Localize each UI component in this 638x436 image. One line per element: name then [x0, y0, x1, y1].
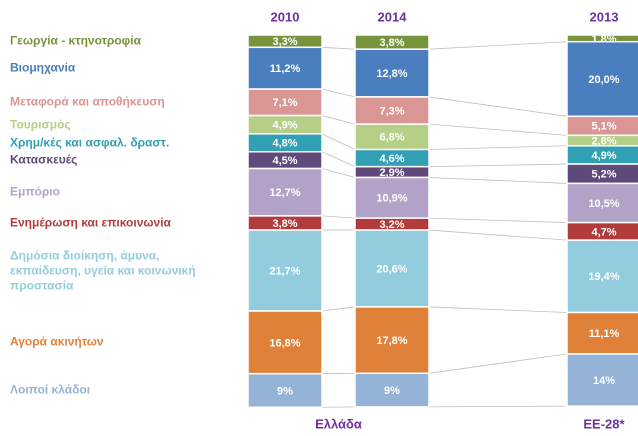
connector: [321, 133, 356, 150]
value-label: 17,8%: [376, 335, 407, 347]
value-label: 10,5%: [588, 198, 619, 210]
value-label: 12,8%: [376, 68, 407, 80]
legend-label: Ενημέρωση και επικοινωνία: [10, 215, 171, 230]
bar-segment: [354, 48, 430, 98]
connector: [428, 229, 568, 241]
connector: [428, 41, 568, 50]
value-label: 2,8%: [591, 135, 616, 147]
value-label: 12,7%: [269, 187, 300, 199]
legend-label: Τουρισμός: [10, 117, 71, 132]
value-label: 3,2%: [379, 219, 404, 231]
value-label: 21,7%: [269, 265, 300, 277]
value-label: 5,2%: [591, 169, 616, 181]
value-label: 9%: [277, 385, 293, 397]
value-label: 20,6%: [376, 263, 407, 275]
connector: [321, 151, 356, 168]
bar-segment: [566, 182, 638, 224]
value-label: 10,9%: [376, 193, 407, 205]
connector: [428, 353, 568, 374]
value-label: 11,1%: [589, 328, 620, 340]
group-label: Ελλάδα: [315, 416, 362, 431]
connector: [321, 215, 356, 219]
year-label: 2010: [271, 9, 300, 24]
value-label: 4,7%: [591, 226, 616, 238]
bar-segment: [566, 353, 638, 407]
value-label: 2,9%: [379, 167, 404, 179]
legend-label: Βιομηχανία: [10, 60, 76, 75]
connector: [428, 163, 568, 168]
connector: [321, 115, 356, 125]
value-label: 5,1%: [591, 121, 616, 133]
connector: [321, 46, 356, 50]
bar-segment: [247, 88, 323, 117]
value-label: 4,5%: [272, 155, 297, 167]
group-label: ΕΕ-28*: [583, 416, 625, 431]
legend-label: Δημόσια διοίκηση, άμυνα, εκπαίδευση, υγε…: [10, 248, 196, 293]
bar-segment: [566, 239, 638, 314]
value-label: 11,2%: [270, 63, 301, 75]
bar-segment: [247, 229, 323, 312]
connectors: [321, 41, 568, 408]
value-label: 9%: [384, 385, 400, 397]
value-label: 16,8%: [269, 337, 300, 349]
legend-label: Εμπόριο: [10, 184, 60, 199]
legend-label: Λοιποί κλάδοι: [10, 382, 91, 397]
connector: [428, 96, 568, 117]
value-label: 4,6%: [379, 153, 404, 165]
value-label: 4,9%: [272, 120, 297, 132]
legend-label: Κατασκευές: [10, 152, 78, 167]
value-label: 6,8%: [379, 132, 404, 144]
legend-label: Χρημ/κές και ασφαλ. δραστ.: [10, 135, 170, 150]
connector: [428, 405, 568, 408]
value-label: 3,3%: [272, 36, 297, 48]
value-label: 14%: [593, 375, 615, 387]
connector: [428, 177, 568, 184]
legend-label: Γεωργία - κτηνοτροφία: [10, 33, 141, 48]
value-label: 7,3%: [379, 105, 404, 117]
bar-segment: [247, 167, 323, 217]
connector: [428, 145, 568, 150]
value-label: 4,8%: [272, 138, 297, 150]
year-label: 2013: [590, 9, 619, 24]
connector: [428, 123, 568, 136]
bar-segment: [247, 372, 323, 409]
connector: [321, 88, 356, 98]
bar-segment: [566, 40, 638, 118]
legend-label: Μεταφορά και αποθήκευση: [10, 94, 165, 109]
value-label: 7,1%: [272, 97, 297, 109]
connector: [321, 168, 356, 178]
connector: [428, 306, 568, 313]
legend-label: Αγορά ακινήτων: [10, 334, 104, 349]
value-label: 3,8%: [379, 37, 404, 49]
connector: [321, 306, 356, 312]
value-label: 19,4%: [588, 271, 619, 283]
connector: [428, 217, 568, 224]
bar-segment: [354, 176, 430, 219]
value-label: 4,9%: [591, 150, 616, 162]
bar-segment: [354, 123, 430, 151]
value-label: 3,8%: [272, 218, 297, 230]
bar-segment: [354, 372, 430, 408]
year-label: 2014: [378, 9, 408, 24]
bar-segment: [354, 229, 430, 308]
bar-segment: [354, 96, 430, 125]
value-label: 20,0%: [588, 74, 619, 86]
